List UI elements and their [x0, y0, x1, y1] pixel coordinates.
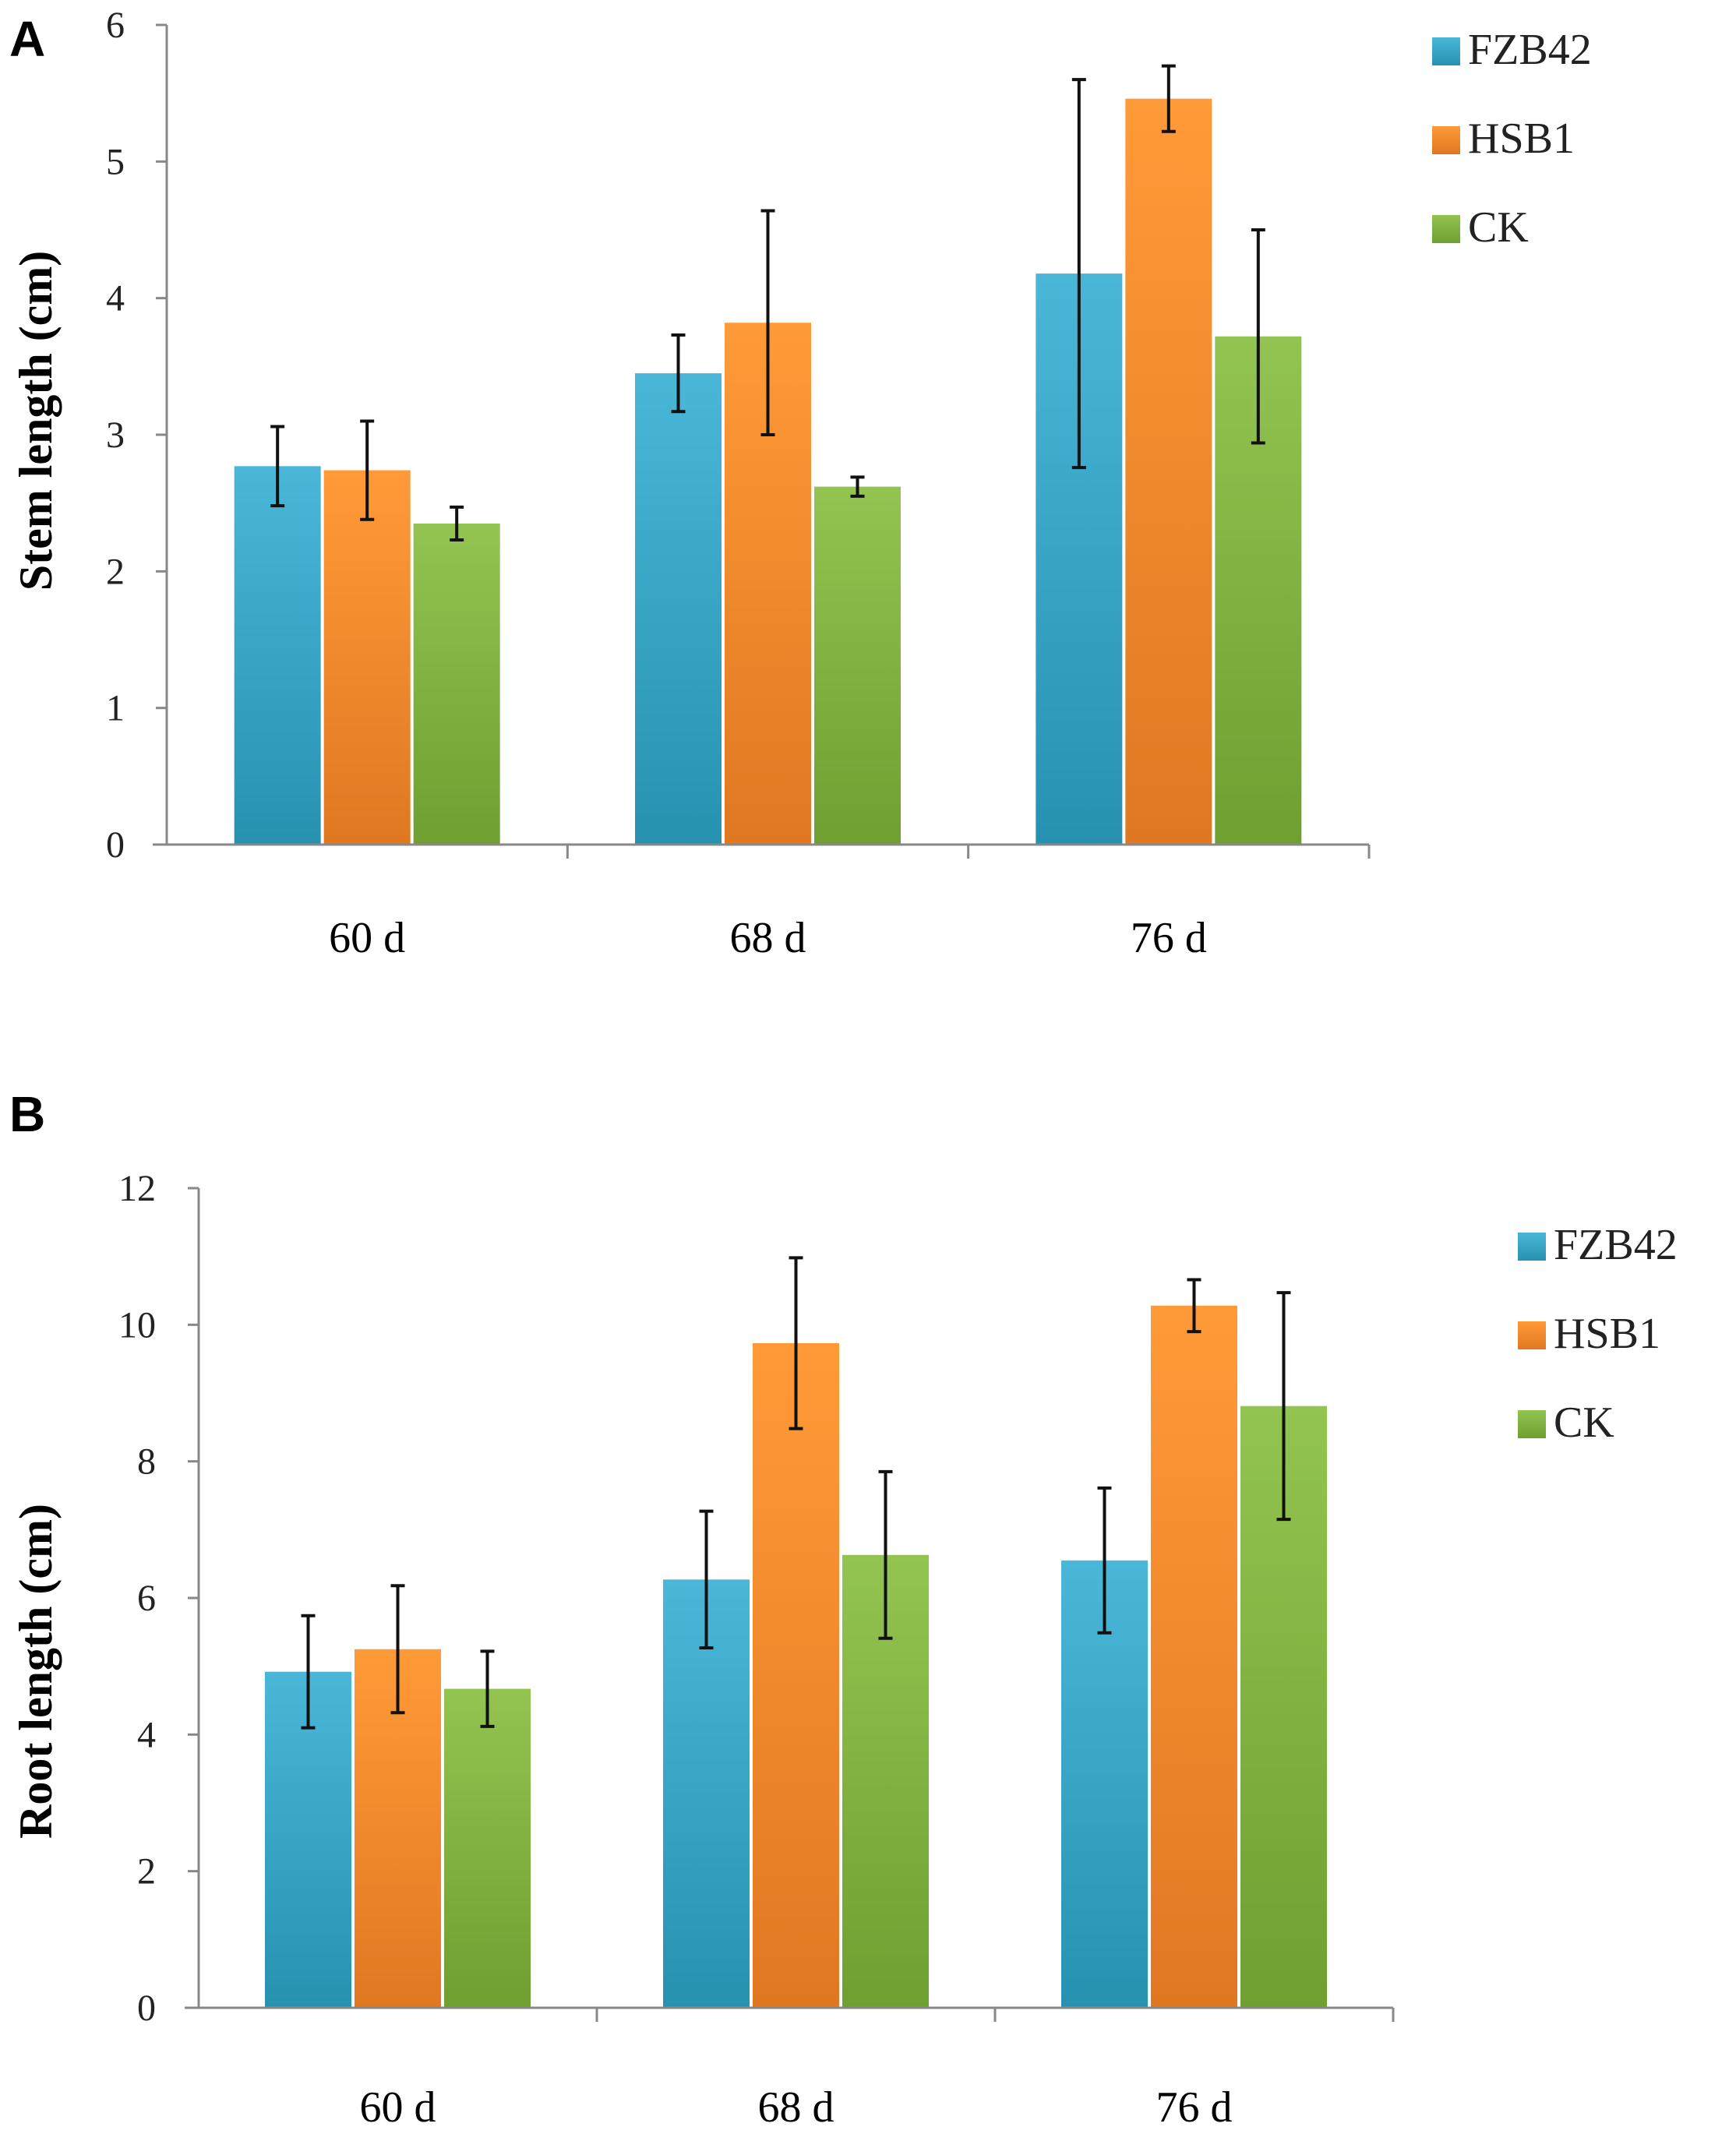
legend-label-fzb42-b: FZB42	[1554, 1221, 1678, 1269]
error-bar-fzb42-68d-a	[671, 333, 686, 414]
y-tick-label-5-a: 5	[106, 141, 125, 182]
legend-label-ck-a: CK	[1468, 203, 1529, 252]
y-tick-label-0-a: 0	[106, 824, 125, 866]
error-bar-hsb1-76d-a	[1161, 64, 1176, 133]
error-bar-ck-60d-a	[450, 505, 464, 542]
legend-label-hsb1-a: HSB1	[1468, 115, 1575, 163]
bar-fzb42-60d-a	[234, 466, 321, 845]
y-axis-title-a: Stem length (cm)	[10, 251, 62, 591]
legend-label-fzb42-a: FZB42	[1468, 26, 1592, 74]
y-tick-label-12-b: 12	[118, 1168, 156, 1209]
error-bar-fzb42-68d-b	[699, 1509, 714, 1649]
error-bar-ck-68d-b	[878, 1469, 893, 1640]
error-bar-fzb42-60d-a	[270, 425, 285, 508]
plot-area-b: 60 d 68 d 76 d 0 2 4 6 8 10 12	[118, 1168, 1395, 2132]
error-bar-ck-76d-b	[1276, 1291, 1291, 1522]
error-bar-hsb1-68d-a	[760, 209, 775, 436]
error-bar-hsb1-76d-b	[1187, 1278, 1201, 1334]
bar-fzb42-68d-b	[663, 1579, 750, 2008]
legend-a: FZB42 HSB1 CK	[1432, 26, 1592, 252]
category-label-76d-a: 76 d	[1131, 914, 1207, 962]
y-tick-label-10-b: 10	[118, 1304, 156, 1346]
y-tick-label-6-a: 6	[106, 5, 125, 46]
bar-ck-68d-a	[814, 486, 901, 845]
error-bar-hsb1-68d-b	[789, 1256, 803, 1430]
y-tick-label-4-a: 4	[106, 278, 125, 319]
error-bar-fzb42-60d-b	[301, 1614, 316, 1730]
category-label-60d-a: 60 d	[329, 914, 405, 962]
bar-hsb1-60d-a	[323, 470, 411, 845]
category-label-60d-b: 60 d	[360, 2083, 436, 2132]
bar-fzb42-68d-a	[635, 373, 722, 845]
y-tick-label-8-b: 8	[137, 1441, 156, 1483]
category-label-68d-a: 68 d	[730, 914, 806, 962]
y-tick-label-4-b: 4	[137, 1714, 156, 1755]
y-axis-title-b: Root length (cm)	[10, 1504, 62, 1839]
legend-swatch-fzb42-a	[1432, 37, 1460, 65]
y-tick-label-6-b: 6	[137, 1578, 156, 1619]
y-tick-label-1-a: 1	[106, 688, 125, 729]
error-bar-ck-60d-b	[480, 1649, 495, 1728]
legend-swatch-fzb42-b	[1518, 1233, 1546, 1261]
legend-swatch-ck-b	[1518, 1410, 1546, 1438]
legend-swatch-ck-a	[1432, 215, 1460, 243]
bar-hsb1-68d-b	[753, 1343, 839, 2008]
error-bar-ck-76d-a	[1251, 228, 1265, 445]
y-tick-label-2-b: 2	[137, 1851, 156, 1892]
error-bar-fzb42-76d-b	[1097, 1486, 1112, 1635]
y-tick-label-2-a: 2	[106, 551, 125, 592]
error-bar-ck-68d-a	[850, 475, 865, 498]
y-tick-label-3-a: 3	[106, 414, 125, 456]
bar-ck-60d-a	[413, 523, 500, 845]
category-label-68d-b: 68 d	[758, 2083, 834, 2132]
bar-hsb1-76d-a	[1125, 98, 1212, 845]
legend-swatch-hsb1-a	[1432, 126, 1460, 154]
legend-label-hsb1-b: HSB1	[1554, 1310, 1660, 1358]
bar-ck-60d-b	[444, 1688, 531, 2008]
error-bar-hsb1-60d-a	[360, 419, 375, 521]
chart-panel-a: A Stem length (cm) 60 d 68 d 76 d 0 1 2 3 4 5 6 F…	[9, 5, 1592, 962]
legend-label-ck-b: CK	[1554, 1399, 1614, 1447]
bar-hsb1-76d-b	[1151, 1305, 1237, 2008]
error-bar-fzb42-76d-a	[1071, 78, 1086, 470]
category-label-76d-b: 76 d	[1156, 2083, 1233, 2132]
panel-label-a: A	[9, 11, 45, 67]
legend-b: FZB42 HSB1 CK	[1518, 1221, 1678, 1447]
panel-label-b: B	[9, 1086, 45, 1142]
y-tick-label-0-b: 0	[137, 1988, 156, 2029]
plot-area-a: 60 d 68 d 76 d 0 1 2 3 4 5 6	[106, 5, 1371, 962]
chart-panel-b: B Root length (cm) 60 d 68 d 76 d 0 2 4 6 8 10 12…	[9, 1086, 1678, 2132]
bar-fzb42-76d-b	[1061, 1560, 1148, 2008]
legend-swatch-hsb1-b	[1518, 1321, 1546, 1349]
error-bar-hsb1-60d-b	[390, 1584, 405, 1715]
